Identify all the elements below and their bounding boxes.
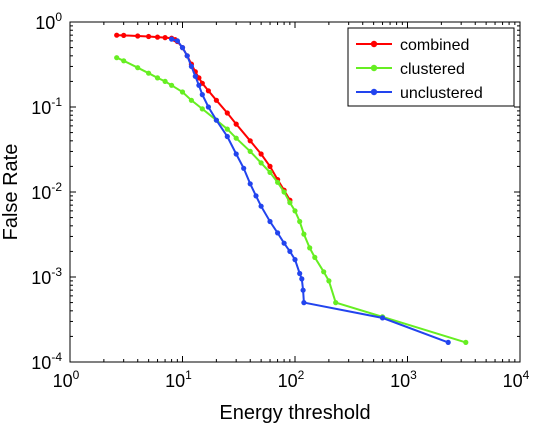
legend-swatch-marker <box>370 88 378 96</box>
data-point-unclustered <box>192 73 198 79</box>
data-point-combined <box>121 32 127 39</box>
x-axis-label: Energy threshold <box>219 402 370 424</box>
data-point-clustered <box>199 106 205 112</box>
y-tick-label: 10-2 <box>31 180 62 203</box>
data-point-unclustered <box>196 82 202 88</box>
data-point-clustered <box>297 218 303 225</box>
data-point-clustered <box>169 82 175 88</box>
data-point-unclustered <box>205 104 211 110</box>
data-point-clustered <box>287 200 293 206</box>
data-point-clustered <box>301 231 307 237</box>
legend-label: unclustered <box>400 85 483 102</box>
x-tick-label: 101 <box>165 368 192 391</box>
data-point-clustered <box>188 97 194 103</box>
data-point-unclustered <box>379 315 386 321</box>
data-point-combined <box>258 151 264 157</box>
data-point-clustered <box>224 126 230 132</box>
y-tick-label: 10-1 <box>31 95 62 118</box>
data-point-unclustered <box>233 151 239 157</box>
data-point-clustered <box>154 75 161 81</box>
legend: combined clustered unclustered <box>347 27 515 107</box>
data-point-unclustered <box>199 92 205 98</box>
legend-entry-unclustered: unclustered <box>356 85 483 102</box>
data-point-clustered <box>463 339 469 345</box>
data-point-combined <box>267 163 273 169</box>
data-point-unclustered <box>258 203 264 209</box>
data-point-clustered <box>258 160 264 166</box>
data-point-unclustered <box>297 270 303 277</box>
data-point-clustered <box>307 245 313 251</box>
series-unclustered <box>169 36 451 345</box>
data-point-clustered <box>292 208 298 214</box>
data-point-unclustered <box>275 230 281 236</box>
x-tick-label: 103 <box>390 368 417 391</box>
data-point-clustered <box>247 148 253 154</box>
data-point-unclustered <box>179 45 186 51</box>
data-point-unclustered <box>213 117 219 123</box>
y-tick-label: 10-3 <box>31 265 62 288</box>
legend-label: clustered <box>400 61 465 78</box>
x-tick-label: 100 <box>53 368 80 391</box>
series-clustered <box>114 55 469 345</box>
x-tick-label: 104 <box>503 368 530 391</box>
data-point-combined <box>224 110 230 116</box>
data-point-combined <box>135 33 141 39</box>
data-point-clustered <box>312 254 318 260</box>
data-point-unclustered <box>299 276 305 282</box>
data-point-clustered <box>281 189 287 195</box>
data-point-clustered <box>114 55 120 61</box>
data-point-unclustered <box>281 240 287 246</box>
legend-label: combined <box>400 37 469 54</box>
data-point-clustered <box>275 179 281 185</box>
y-tick-label: 100 <box>35 10 62 33</box>
data-point-combined <box>247 138 253 144</box>
legend-swatch-marker <box>370 40 378 48</box>
legend-entry-combined: combined <box>356 37 469 54</box>
data-point-unclustered <box>267 218 273 225</box>
y-tick-label: 10-4 <box>31 350 62 373</box>
data-point-clustered <box>233 135 239 141</box>
data-point-unclustered <box>247 181 253 187</box>
data-point-combined <box>154 34 161 40</box>
legend-swatch-marker <box>370 64 378 72</box>
data-point-clustered <box>321 269 327 275</box>
data-point-unclustered <box>292 257 298 263</box>
legend-entry-clustered: clustered <box>356 61 465 78</box>
data-point-clustered <box>121 58 127 64</box>
data-point-combined <box>213 97 219 103</box>
data-point-clustered <box>267 169 273 175</box>
data-point-unclustered <box>301 300 307 306</box>
data-point-combined <box>146 33 152 40</box>
data-point-combined <box>205 88 211 94</box>
data-point-unclustered <box>169 36 175 42</box>
axis-ticks: 100 101 102 103 104 100 10-1 10-2 10-3 10-4 <box>31 10 529 391</box>
data-point-unclustered <box>174 38 180 44</box>
series-layer <box>114 32 469 345</box>
data-point-combined <box>114 32 120 38</box>
x-tick-label: 102 <box>278 368 305 391</box>
data-point-unclustered <box>287 248 293 254</box>
data-point-combined <box>233 121 239 127</box>
data-point-unclustered <box>184 53 190 59</box>
data-point-unclustered <box>253 193 259 199</box>
data-point-combined <box>162 35 168 41</box>
data-point-unclustered <box>300 287 306 293</box>
data-point-unclustered <box>188 63 194 69</box>
data-point-clustered <box>162 78 168 84</box>
data-point-clustered <box>146 70 152 76</box>
data-point-unclustered <box>241 165 247 171</box>
data-point-unclustered <box>445 339 451 345</box>
data-point-clustered <box>179 89 186 95</box>
data-point-clustered <box>135 65 141 71</box>
data-point-unclustered <box>224 133 230 140</box>
y-axis-label: False Rate <box>0 144 22 241</box>
data-point-clustered <box>333 300 339 306</box>
data-point-clustered <box>326 278 332 284</box>
